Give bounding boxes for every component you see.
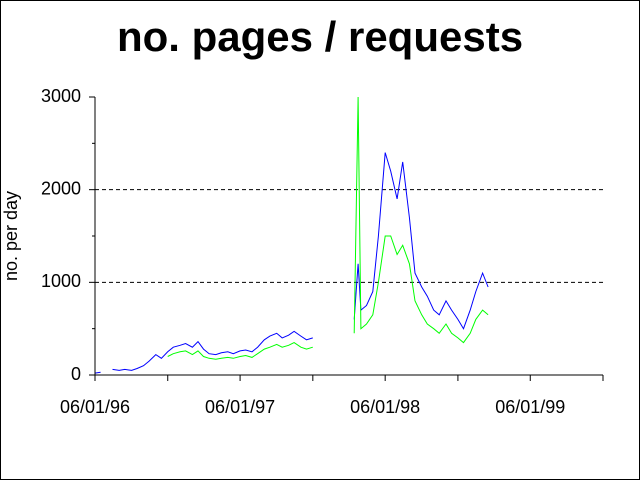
chart-title: no. pages / requests (117, 13, 523, 60)
x-tick-label: 06/01/99 (495, 397, 565, 417)
x-tick-label: 06/01/97 (205, 397, 275, 417)
data-line (167, 96, 489, 360)
x-tick-label: 06/01/96 (60, 397, 130, 417)
y-axis-title: no. per day (1, 191, 21, 281)
y-tick-label: 2000 (41, 178, 81, 198)
x-tick-label: 06/01/98 (350, 397, 420, 417)
y-tick-label: 3000 (41, 86, 81, 106)
y-tick-label: 1000 (41, 271, 81, 291)
data-line (94, 152, 489, 374)
y-tick-label: 0 (71, 364, 81, 384)
